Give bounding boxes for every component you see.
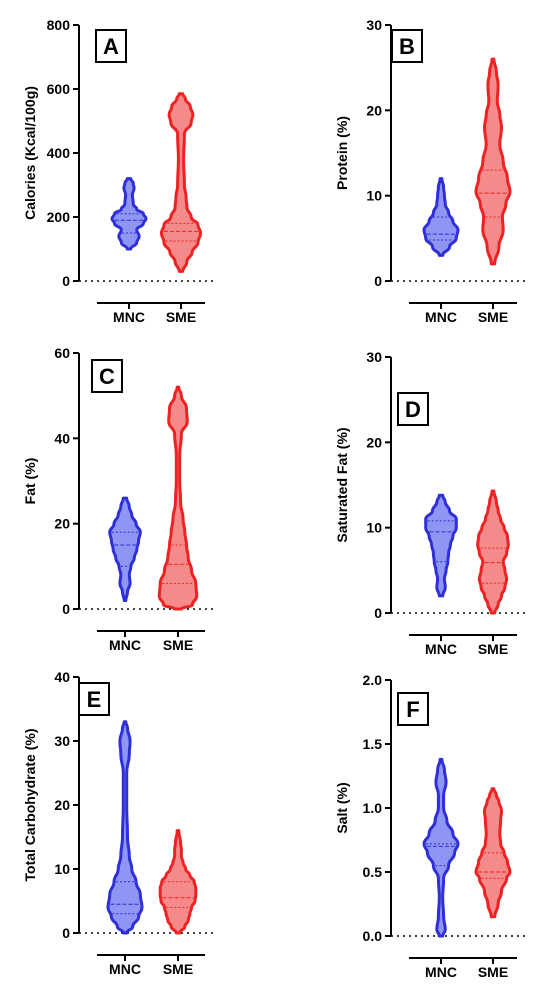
panel-e: 0 10 20 30 40 MNC SME Total Carbohydrate (%) E (22, 669, 217, 977)
x-tick-label-mnc: MNC (425, 641, 457, 657)
y-tick-label: 600 (47, 81, 71, 97)
violin-sme (474, 57, 512, 266)
y-axis-label: Saturated Fat (%) (334, 427, 350, 542)
x-tick-label-sme: SME (478, 964, 508, 980)
panel-letter-box (91, 359, 123, 393)
violin-mnc (424, 493, 458, 598)
y-tick-label: 30 (366, 17, 382, 33)
panel-letter-box (95, 29, 127, 63)
y-tick-label: 0.5 (363, 864, 383, 880)
y-tick-label: 10 (54, 861, 70, 877)
y-tick-label: 0.0 (363, 928, 383, 944)
violin-mnc (108, 496, 142, 602)
panel-b: 0 10 20 30 MNC SME Protein (%) B (334, 17, 529, 325)
y-tick-label: 30 (366, 349, 382, 365)
y-tick-label: 20 (54, 797, 70, 813)
y-tick-label: 40 (54, 669, 70, 685)
y-tick-label: 0 (62, 925, 70, 941)
x-tick-label-mnc: MNC (425, 309, 457, 325)
y-tick-label: 1.0 (363, 800, 383, 816)
y-tick-label: 20 (366, 434, 382, 450)
x-tick-label-sme: SME (478, 641, 508, 657)
y-tick-label: 0 (62, 273, 70, 289)
y-tick-label: 60 (54, 345, 70, 361)
x-tick-label-mnc: MNC (113, 309, 145, 325)
x-tick-label-mnc: MNC (109, 961, 141, 977)
x-tick-label-sme: SME (478, 309, 508, 325)
y-axis-label: Fat (%) (22, 458, 38, 505)
x-tick-label-mnc: MNC (109, 637, 141, 653)
y-tick-label: 20 (54, 516, 70, 532)
violin-mnc (422, 757, 460, 938)
y-axis-label: Salt (%) (334, 782, 350, 833)
y-axis-label: Total Carbohydrate (%) (22, 729, 38, 882)
panel-letter: A (103, 34, 119, 59)
panel-c: 0 20 40 60 MNC SME Fat (%) C (22, 345, 217, 653)
panel-letter-box (78, 682, 110, 716)
y-axis-label: Calories (Kcal/100g) (22, 86, 38, 220)
panel-letter-box (391, 29, 423, 63)
y-tick-label: 0 (374, 273, 382, 289)
x-tick-label-sme: SME (166, 309, 196, 325)
y-tick-label: 0 (62, 601, 70, 617)
y-tick-label: 0 (374, 605, 382, 621)
panel-letter-box (397, 692, 429, 726)
violin-sme (476, 489, 510, 615)
violin-mnc (422, 177, 460, 257)
y-axis-label: Protein (%) (334, 116, 350, 190)
y-tick-label: 20 (366, 102, 382, 118)
x-tick-label-mnc: MNC (425, 964, 457, 980)
violin-sme (159, 92, 203, 273)
panel-d: 0 10 20 30 MNC SME Saturated Fat (%) D (334, 349, 529, 657)
violin-mnc (106, 720, 144, 935)
y-tick-label: 1.5 (363, 736, 383, 752)
panel-letter: C (99, 364, 115, 389)
y-tick-label: 2.0 (363, 672, 383, 688)
y-tick-label: 40 (54, 430, 70, 446)
y-tick-label: 200 (47, 209, 71, 225)
x-tick-label-sme: SME (163, 637, 193, 653)
panel-letter: E (87, 687, 102, 712)
panel-a: 0 200 400 600 800 MNC SME Calories (Kcal/100g) A (22, 17, 217, 325)
y-tick-label: 400 (47, 145, 71, 161)
violin-sme (157, 385, 199, 611)
panel-letter: B (399, 34, 415, 59)
panel-letter-box (397, 392, 429, 426)
y-tick-label: 10 (366, 520, 382, 536)
panel-letter: D (405, 397, 421, 422)
panel-f: 0.0 0.5 1.0 1.5 2.0 MNC SME Salt (%) F (334, 672, 529, 980)
y-tick-label: 800 (47, 17, 71, 33)
panel-letter: F (406, 697, 419, 722)
y-tick-label: 30 (54, 733, 70, 749)
x-tick-label-sme: SME (163, 961, 193, 977)
y-tick-label: 10 (366, 188, 382, 204)
